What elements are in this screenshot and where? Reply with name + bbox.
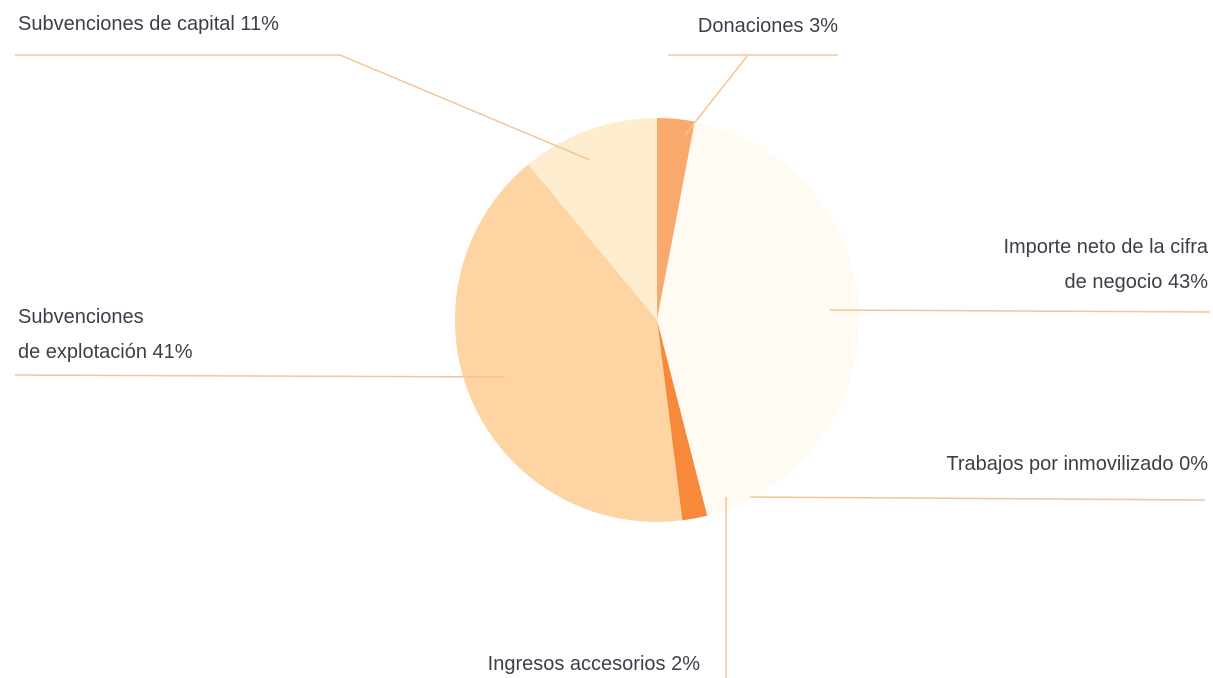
pie-slice <box>657 118 695 320</box>
category-label: Subvenciones de explotación <box>18 306 147 363</box>
category-label: Subvenciones de capital <box>18 13 235 35</box>
leader-line <box>14 374 506 378</box>
slice-label: Donaciones 3% <box>698 9 838 44</box>
slice-label: Trabajos por inmovilizado 0% <box>946 447 1208 482</box>
slice-label: Importe neto de la cifra de negocio 43% <box>1003 230 1208 300</box>
pie-slice <box>455 164 683 522</box>
leader-line <box>668 54 838 136</box>
value-label: 3% <box>809 15 838 37</box>
value-label: 0% <box>1179 453 1208 475</box>
value-label: 43% <box>1167 271 1208 293</box>
category-label: Trabajos por inmovilizado <box>946 453 1174 475</box>
pie-slice <box>657 320 708 521</box>
slice-label: Subvenciones de capital 11% <box>18 7 279 42</box>
category-label: Donaciones <box>697 15 804 37</box>
value-label: 41% <box>152 341 193 363</box>
leader-line <box>749 496 1206 501</box>
category-label: Importe neto de la cifra de negocio <box>1003 236 1208 293</box>
value-label: 11% <box>240 13 279 35</box>
pie-slice <box>657 121 860 516</box>
slice-label: Subvenciones de explotación 41% <box>18 300 193 370</box>
value-label: 2% <box>671 653 700 675</box>
category-label: Ingresos accesorios <box>487 653 666 675</box>
leader-line <box>829 309 1211 313</box>
pie-slice <box>528 118 657 320</box>
slice-label: Ingresos accesorios 2% <box>488 647 700 678</box>
leader-line <box>15 54 591 161</box>
